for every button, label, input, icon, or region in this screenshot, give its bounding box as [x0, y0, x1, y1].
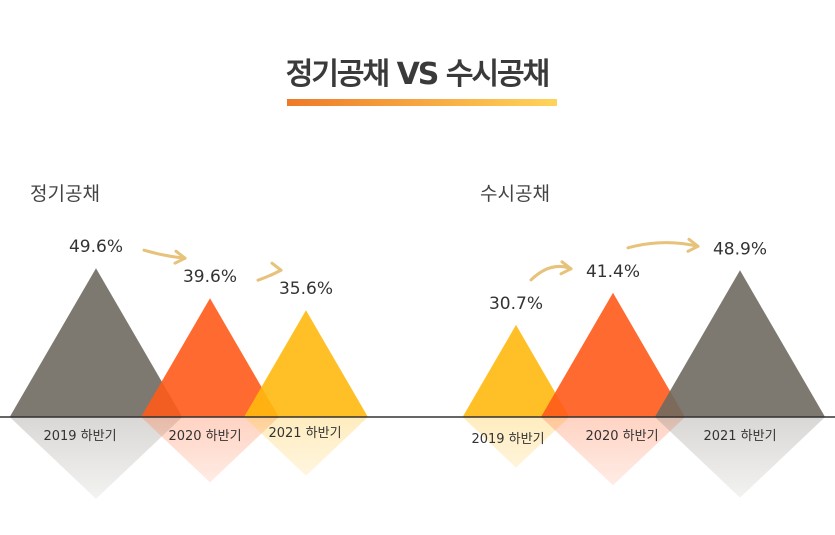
chart-subtitle: 정기공채 [30, 183, 100, 205]
category-label: 2021 하반기 [703, 429, 776, 444]
category-label: 2020 하반기 [585, 429, 658, 444]
arrow-head-icon [173, 249, 187, 265]
category-label: 2021 하반기 [268, 426, 341, 441]
arrow-head-icon [686, 237, 700, 253]
value-label: 39.6% [183, 267, 237, 287]
triangle-bar [540, 292, 686, 417]
category-label: 2019 하반기 [43, 429, 116, 444]
value-label: 49.6% [69, 237, 123, 257]
arrow-head-icon [269, 261, 283, 277]
value-label: 48.9% [713, 239, 767, 259]
triangle-bar [654, 270, 826, 417]
value-label: 30.7% [489, 294, 543, 314]
category-label: 2019 하반기 [471, 432, 544, 447]
value-label: 41.4% [586, 262, 640, 282]
triangle-bar [462, 324, 570, 417]
trend-arrow [142, 248, 187, 260]
triangle-bar [141, 298, 279, 417]
title-underline [287, 99, 557, 106]
triangle-bar [244, 310, 368, 417]
arrow-head-icon [559, 260, 573, 276]
page-title: 정기공채 VS 수시공채 [286, 57, 549, 92]
value-label: 35.6% [279, 279, 333, 299]
trend-arrow [626, 241, 700, 250]
chart-subtitle: 수시공채 [480, 183, 550, 205]
reflection-fade [440, 418, 835, 535]
reflection-fade [0, 418, 400, 535]
category-label: 2020 하반기 [168, 429, 241, 444]
triangle-bar [9, 268, 183, 417]
